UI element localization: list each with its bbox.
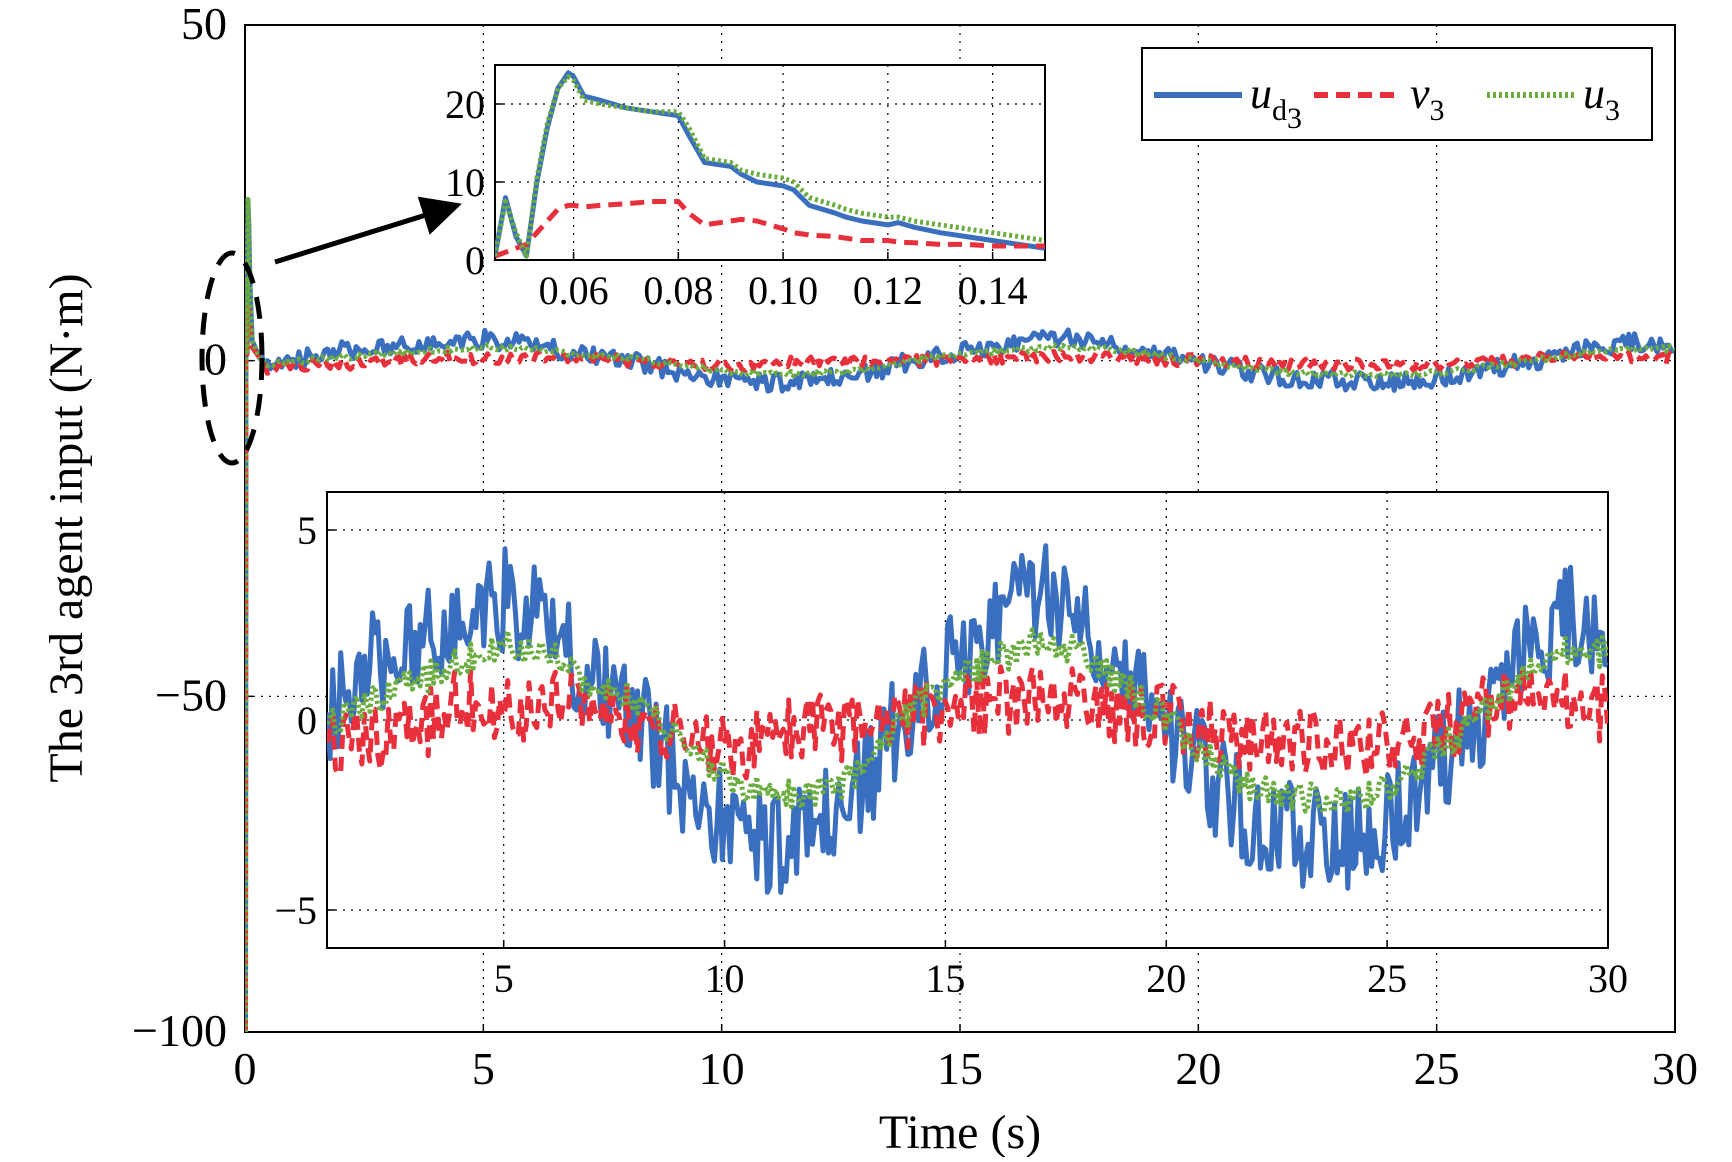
inset1-frame [494,64,1046,261]
x-tick-label: 0 [234,1043,257,1094]
y-tick-label: −100 [132,1005,227,1056]
y-tick-label: 0 [465,238,485,283]
x-tick-label: 10 [705,956,745,1001]
y-tick-label: 0 [204,334,227,385]
x-tick-label: 25 [1367,956,1407,1001]
main-series-lines [245,197,1675,1032]
inset1-tick-labels: 0.06 0.08 0.10 0.12 0.14 0 10 20 [445,82,1028,313]
y-tick-label: −5 [274,888,317,933]
series-line-v_3 [495,199,1045,259]
x-tick-label: 0.12 [853,268,923,313]
legend-label-u_3: u3 [1583,69,1620,127]
x-tick-label: 15 [925,956,965,1001]
inset2-tick-labels: 5 10 15 20 25 30 5 0 −5 [274,508,1628,1001]
x-tick-label: 0.08 [643,268,713,313]
x-tick-label: 5 [472,1043,495,1094]
y-tick-label: 10 [445,160,485,205]
x-tick-label: 5 [494,956,514,1001]
x-tick-label: 20 [1175,1043,1221,1094]
x-tick-label: 20 [1146,956,1186,1001]
y-tick-label: −50 [155,669,227,720]
y-tick-label: 20 [445,82,485,127]
inset1-grid [495,65,1045,260]
x-tick-label: 15 [937,1043,983,1094]
x-tick-label: 10 [699,1043,745,1094]
series-line-v_3 [327,664,1608,781]
x-tick-label: 0.10 [748,268,818,313]
x-tick-label: 30 [1588,956,1628,1001]
x-tick-label: 0.06 [539,268,609,313]
x-tick-label: 0.14 [958,268,1028,313]
y-tick-label: 0 [297,698,317,743]
zoom-arrow [274,196,462,265]
x-tick-label: 25 [1414,1043,1460,1094]
inset1-series-lines [495,70,1045,259]
series-line-u_3 [495,74,1045,259]
legend-label-v_3: v3 [1410,69,1445,127]
inset2-series-lines [327,543,1608,895]
zoom-highlight-ellipse [199,250,265,466]
x-tick-label: 30 [1652,1043,1698,1094]
y-tick-label: 5 [297,508,317,553]
series-line-u_3 [327,627,1608,816]
inset2-grid [327,492,1608,948]
x-axis-label: Time (s) [879,1106,1041,1157]
y-axis-label: The 3rd agent input (N·m) [40,273,93,782]
y-tick-label: 50 [181,0,227,49]
series-line-v_3 [245,304,1675,1032]
